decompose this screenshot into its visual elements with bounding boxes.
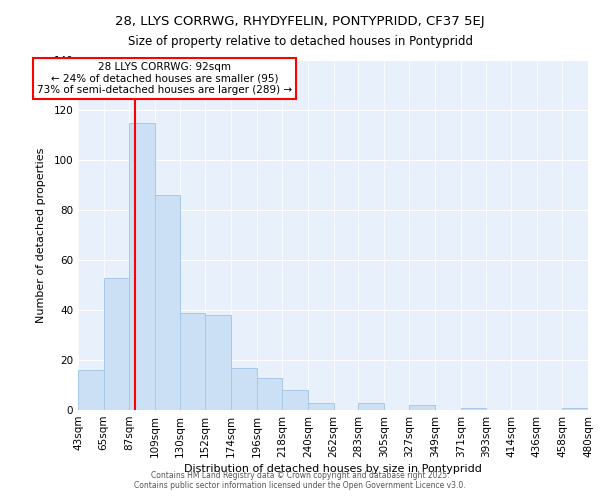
Bar [104,278,130,410]
Bar [461,408,487,410]
Bar [155,195,179,410]
X-axis label: Distribution of detached houses by size in Pontypridd: Distribution of detached houses by size … [184,464,482,474]
Bar [409,405,435,410]
Bar [130,122,155,410]
Bar [231,368,257,410]
Text: 28, LLYS CORRWG, RHYDYFELIN, PONTYPRIDD, CF37 5EJ: 28, LLYS CORRWG, RHYDYFELIN, PONTYPRIDD,… [115,15,485,28]
Bar [308,402,334,410]
Bar [562,408,588,410]
Bar [179,312,205,410]
Bar [358,402,384,410]
Bar [78,370,104,410]
Bar [282,390,308,410]
Text: 28 LLYS CORRWG: 92sqm
← 24% of detached houses are smaller (95)
73% of semi-deta: 28 LLYS CORRWG: 92sqm ← 24% of detached … [37,62,292,95]
Text: Contains HM Land Registry data © Crown copyright and database right 2025.
Contai: Contains HM Land Registry data © Crown c… [134,470,466,490]
Bar [205,315,231,410]
Bar [257,378,282,410]
Text: Size of property relative to detached houses in Pontypridd: Size of property relative to detached ho… [128,35,473,48]
Y-axis label: Number of detached properties: Number of detached properties [37,148,46,322]
